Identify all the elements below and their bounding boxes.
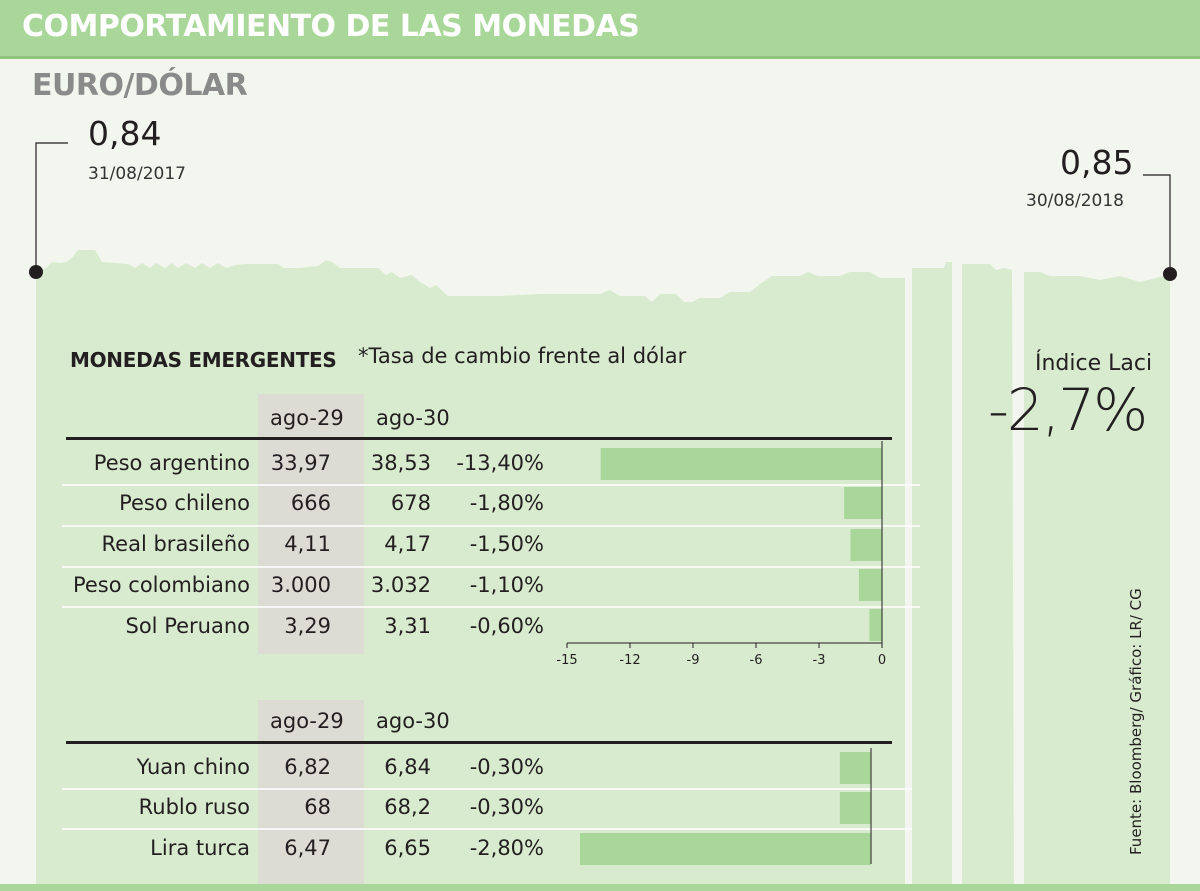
x-tick-label: 0: [878, 653, 886, 668]
bar: [839, 792, 871, 824]
x-tick-label: -12: [619, 653, 640, 668]
col-header-ago30: ago-30: [376, 406, 450, 430]
value-ago29: 666: [290, 491, 331, 515]
currency-name: Peso colombiano: [72, 573, 250, 597]
table1-rule: [66, 437, 892, 440]
end-date: 30/08/2018: [1026, 191, 1124, 211]
value-ago29: 6,47: [284, 836, 331, 860]
end-value: 0,85: [1060, 143, 1134, 182]
col-header-ago30: ago-30: [376, 709, 450, 733]
bar: [858, 569, 882, 601]
currency-name: Rublo ruso: [138, 795, 250, 819]
pct-change: -0,60%: [469, 614, 544, 638]
table-otras: Yuan chino 6,82 6,84 -0,30% Rublo ruso 68 68,2…: [0, 0, 560, 891]
table-row: Rublo ruso 68 68,2 -0,30%: [0, 795, 560, 835]
bar: [844, 487, 882, 519]
emergentes-note: *Tasa de cambio frente al dólar: [358, 344, 687, 368]
laci-value: -2,7%: [988, 376, 1148, 444]
bar: [850, 529, 882, 561]
value-ago30: 3.032: [370, 573, 431, 597]
x-tick-label: -6: [750, 653, 763, 668]
bar: [839, 752, 871, 784]
start-date: 31/08/2017: [88, 164, 186, 184]
value-ago29: 3,29: [284, 614, 331, 638]
table-latam: Peso argentino 33,97 38,53 -13,40% Peso chil…: [0, 0, 560, 891]
table-row: Peso chileno 666 678 -1,80%: [0, 491, 560, 531]
table-row: Peso colombiano 3.000 3.032 -1,10%: [0, 573, 560, 613]
value-ago29: 33,97: [270, 451, 331, 475]
x-tick-label: -9: [687, 653, 700, 668]
table-row: Real brasileño 4,11 4,17 -1,50%: [0, 532, 560, 572]
table2-rule: [66, 741, 892, 744]
header-title: COMPORTAMIENTO DE LAS MONEDAS: [22, 9, 640, 44]
euro-dolar-area-segment-2: [912, 262, 952, 891]
pct-change: -1,80%: [469, 491, 544, 515]
bottom-line: [0, 884, 1200, 891]
start-value: 0,84: [88, 114, 162, 153]
value-ago30: 6,84: [384, 755, 431, 779]
pct-change: -0,30%: [469, 795, 544, 819]
table-row: Yuan chino 6,82 6,84 -0,30%: [0, 755, 560, 795]
emergentes-title: MONEDAS EMERGENTES: [70, 348, 337, 372]
value-ago30: 38,53: [370, 451, 431, 475]
euro-dolar-area: [36, 250, 905, 891]
laci-label: Índice Laci: [1035, 351, 1153, 376]
header-bar: COMPORTAMIENTO DE LAS MONEDAS: [0, 0, 1200, 59]
bar: [869, 609, 882, 641]
value-ago29: 4,11: [284, 532, 331, 556]
start-leader-line: [35, 142, 68, 272]
value-ago30: 6,65: [384, 836, 431, 860]
currency-name: Peso chileno: [119, 491, 250, 515]
col-header-ago29: ago-29: [270, 406, 344, 430]
pct-change: -1,50%: [469, 532, 544, 556]
bar: [580, 833, 871, 865]
currency-name: Yuan chino: [136, 755, 250, 779]
currency-name: Peso argentino: [93, 451, 250, 475]
bar: [600, 448, 882, 480]
value-ago30: 678: [390, 491, 431, 515]
value-ago30: 68,2: [384, 795, 431, 819]
value-ago29: 68: [304, 795, 331, 819]
currency-name: Sol Peruano: [125, 614, 251, 638]
x-tick-label: -15: [556, 653, 577, 668]
x-tick-label: -3: [813, 653, 826, 668]
euro-dolar-area-segment-4: [1024, 272, 1170, 891]
pct-change: -2,80%: [469, 836, 544, 860]
value-ago29: 6,82: [284, 755, 331, 779]
end-point-marker: [1163, 267, 1177, 281]
pct-change: -13,40%: [456, 451, 544, 475]
value-ago29: 3.000: [270, 573, 331, 597]
euro-dolar-area-segment-3: [962, 264, 1014, 891]
col-ago29-shade-2: [258, 700, 364, 891]
value-ago30: 3,31: [384, 614, 431, 638]
chart-subtitle: EURO/DÓLAR: [32, 68, 248, 103]
start-point-marker: [29, 265, 43, 279]
source-credit: Fuente: Bloomberg/ Gráfico: LR/ CG: [1127, 588, 1145, 855]
pct-change: -0,30%: [469, 755, 544, 779]
currency-name: Lira turca: [150, 836, 250, 860]
value-ago30: 4,17: [384, 532, 431, 556]
table-row: Sol Peruano 3,29 3,31 -0,60%: [0, 614, 560, 654]
table-row: Peso argentino 33,97 38,53 -13,40%: [0, 451, 560, 491]
pct-change: -1,10%: [469, 573, 544, 597]
end-leader-line: [1143, 174, 1171, 274]
table-row: Lira turca 6,47 6,65 -2,80%: [0, 836, 560, 876]
col-header-ago29: ago-29: [270, 709, 344, 733]
currency-name: Real brasileño: [101, 532, 250, 556]
